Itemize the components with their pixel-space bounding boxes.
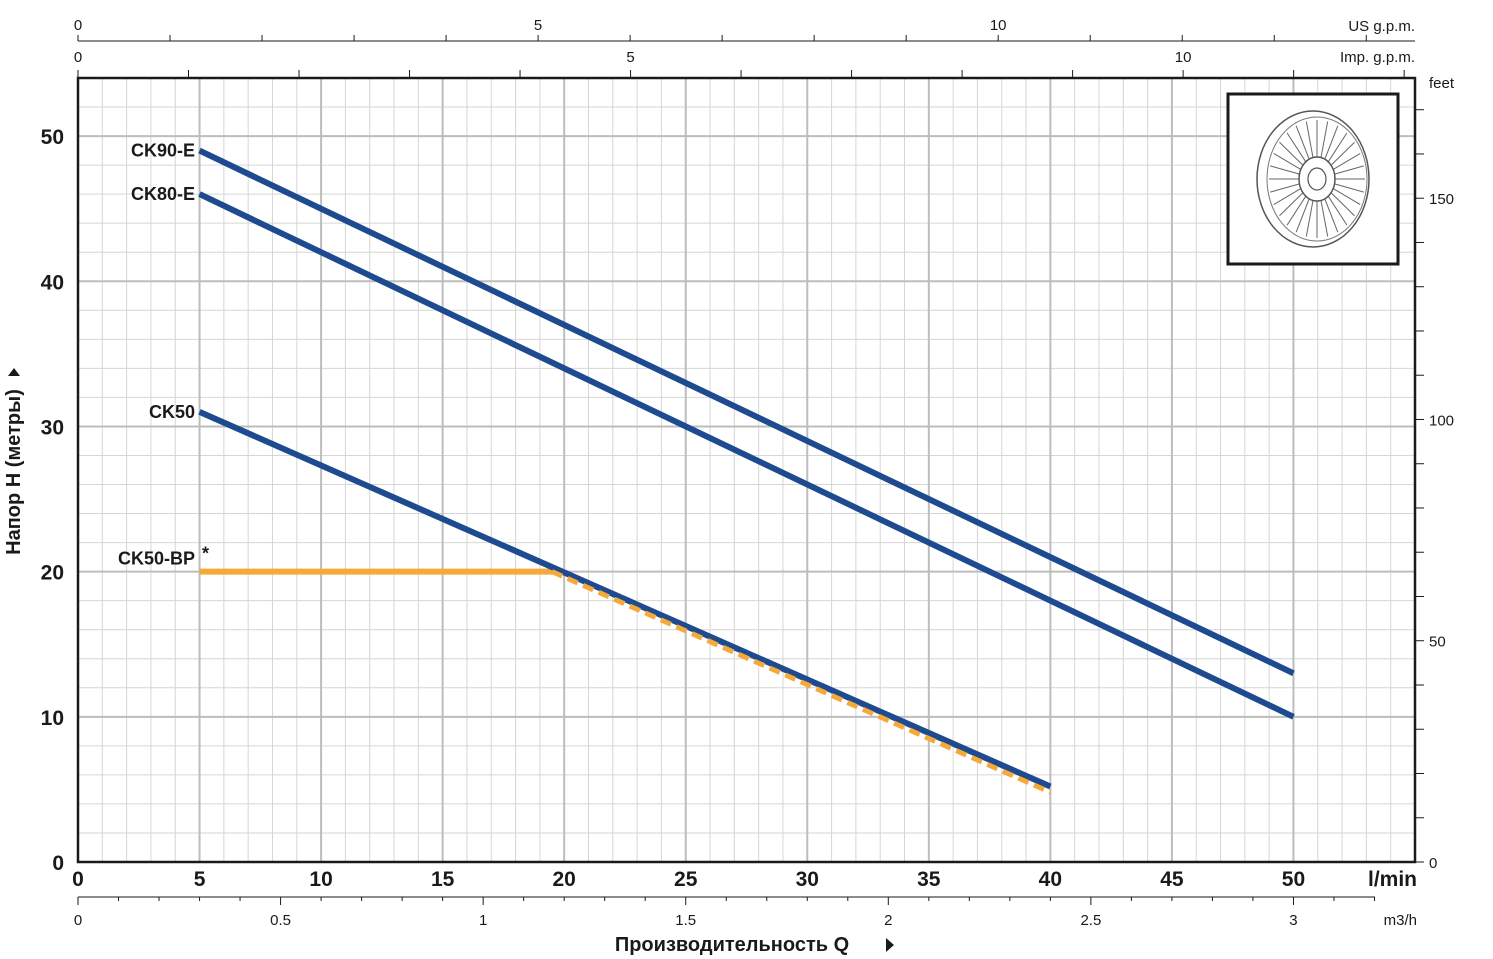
right-feet-axis: 0 50 100 150 feet [1415, 75, 1455, 872]
impeller-vane [1327, 195, 1348, 226]
us-gpm-tick-label: 5 [534, 17, 542, 34]
series-line-ck50 [198, 409, 1052, 790]
impeller-vane [1270, 183, 1300, 193]
bottom-axes: 0 5 10 15 20 25 30 35 40 45 50 l/min 0 0.5 1 1.5 2 2.5 3 m3… [72, 868, 1417, 929]
impeller-vane [1295, 198, 1310, 233]
impeller-vane [1279, 141, 1304, 166]
impeller-vane [1279, 192, 1304, 217]
m3h-tick-label: 1.5 [675, 912, 696, 929]
x-tick-label: 15 [431, 868, 455, 891]
impeller-vane [1334, 183, 1364, 193]
feet-tick-label: 50 [1429, 634, 1446, 651]
impeller-vane [1305, 121, 1314, 158]
impeller-hub [1298, 156, 1336, 202]
y-tick-label: 50 [41, 126, 64, 149]
x-tick-label: 0 [72, 868, 84, 891]
series-layer: CK90-E CK80-E CK50 CK50-BP * [118, 141, 1295, 795]
impeller-vane [1305, 200, 1314, 237]
m3h-tick-label: 0.5 [270, 912, 291, 929]
x-unit-label: l/min [1368, 868, 1417, 891]
impeller-vane [1330, 141, 1355, 166]
m3h-tick-label: 0 [74, 912, 82, 929]
impeller-vane [1332, 188, 1361, 206]
impeller-outer-rim [1256, 110, 1370, 248]
footnote-marker: * [202, 544, 209, 564]
impeller-vane [1332, 152, 1361, 170]
series-label-ck90-e: CK90-E [131, 141, 195, 161]
m3h-tick-label: 3 [1289, 912, 1297, 929]
feet-tick-label: 0 [1429, 855, 1437, 872]
series-line-ck80-e [198, 191, 1295, 720]
series-line-ck90-e [198, 147, 1295, 677]
x-axis-arrow-icon [886, 938, 894, 952]
impeller-bore [1307, 167, 1327, 191]
left-head-axis: 0 10 20 30 40 50 [41, 126, 64, 875]
us-gpm-tick-label: 0 [74, 17, 82, 34]
x-tick-label: 25 [674, 868, 698, 891]
x-tick-label: 35 [917, 868, 941, 891]
top-gpm-axes: 0 5 10 US g.p.m. 0 5 10 Imp. g.p.m. [74, 17, 1415, 78]
impeller-vane [1270, 165, 1300, 175]
m3h-tick-label: 2 [884, 912, 892, 929]
impeller-vane [1273, 152, 1302, 170]
y-tick-label: 40 [41, 271, 64, 294]
m3h-unit-label: m3/h [1384, 912, 1417, 929]
x-tick-label: 45 [1160, 868, 1184, 891]
impeller-icon [1226, 92, 1400, 266]
minor-grid [78, 78, 1415, 862]
series-label-ck50: CK50 [149, 402, 195, 422]
y-tick-label: 30 [41, 416, 64, 439]
series-label-ck50-bp: CK50-BP [118, 549, 195, 569]
plot-frame [76, 76, 1417, 864]
impeller-vane [1327, 132, 1348, 163]
series-label-ck80-e: CK80-E [131, 184, 195, 204]
y-axis-arrow-icon [8, 368, 20, 376]
imp-gpm-tick-label: 0 [74, 49, 82, 66]
x-tick-label: 5 [194, 868, 206, 891]
impeller-vane [1295, 125, 1310, 160]
y-tick-label: 20 [41, 562, 64, 585]
impeller-inner-rim [1266, 116, 1368, 242]
series-line-ck50-bp-dashed [551, 569, 1052, 795]
plot-border [76, 76, 1417, 864]
x-tick-label: 20 [553, 868, 576, 891]
x-tick-label: 50 [1282, 868, 1305, 891]
y-tick-label: 0 [52, 852, 64, 875]
x-tick-label: 10 [309, 868, 332, 891]
imp-gpm-unit-label: Imp. g.p.m. [1340, 49, 1415, 66]
impeller-vane [1330, 192, 1355, 217]
y-tick-label: 10 [41, 707, 64, 730]
y-axis-title: Напор H (метры) [3, 389, 25, 555]
imp-gpm-tick-label: 10 [1175, 49, 1192, 66]
impeller-vane [1320, 200, 1329, 237]
impeller-vane [1286, 195, 1307, 226]
impeller-vane [1324, 198, 1339, 233]
impeller-vane [1334, 165, 1364, 175]
impeller-vane [1320, 121, 1329, 158]
us-gpm-tick-label: 10 [990, 17, 1007, 34]
feet-tick-label: 150 [1429, 191, 1454, 208]
imp-gpm-tick-label: 5 [626, 49, 634, 66]
x-tick-label: 30 [796, 868, 819, 891]
us-gpm-unit-label: US g.p.m. [1348, 18, 1415, 35]
impeller-vane [1286, 132, 1307, 163]
impeller-vane [1273, 188, 1302, 206]
x-tick-label: 40 [1039, 868, 1062, 891]
x-axis-title: Производительность Q [615, 934, 849, 956]
feet-unit-label: feet [1429, 75, 1455, 92]
impeller-vane [1324, 125, 1339, 160]
m3h-tick-label: 2.5 [1080, 912, 1101, 929]
m3h-tick-label: 1 [479, 912, 487, 929]
feet-tick-label: 100 [1429, 412, 1454, 429]
major-grid [78, 78, 1415, 862]
